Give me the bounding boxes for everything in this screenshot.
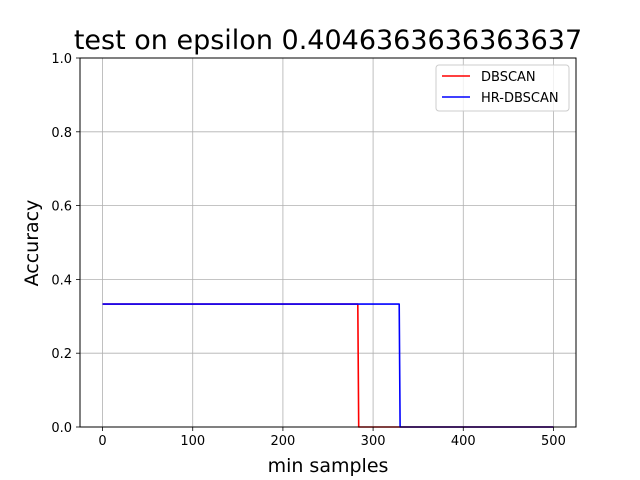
x-tick-label: 500 xyxy=(541,434,566,449)
x-tick-label: 200 xyxy=(270,434,295,449)
y-tick-label: 1.0 xyxy=(51,52,72,67)
legend: DBSCAN HR-DBSCAN xyxy=(435,64,570,112)
legend-label-hr-dbscan: HR-DBSCAN xyxy=(481,91,559,106)
x-axis-title: min samples xyxy=(268,455,389,477)
y-tick-label: 0.0 xyxy=(51,421,72,436)
x-tick-label: 300 xyxy=(361,434,386,449)
y-axis-title: Accuracy xyxy=(21,200,43,287)
plot-frame xyxy=(79,57,577,428)
y-tick-label: 0.6 xyxy=(51,200,72,215)
x-tick-label: 0 xyxy=(98,434,106,449)
x-tick-label: 400 xyxy=(451,434,476,449)
tick-layer: 0 100 200 300 400 500 0.0 0.2 0.4 0.6 0.8 1.0 xyxy=(51,52,566,449)
grid-layer xyxy=(80,57,576,428)
legend-label-dbscan: DBSCAN xyxy=(481,70,536,85)
y-tick-label: 0.4 xyxy=(51,273,72,288)
y-tick-label: 0.8 xyxy=(51,126,72,141)
x-tick-label: 100 xyxy=(180,434,205,449)
chart-title: test on epsilon 0.4046363636363637 xyxy=(74,25,582,56)
y-tick-label: 0.2 xyxy=(51,347,72,362)
